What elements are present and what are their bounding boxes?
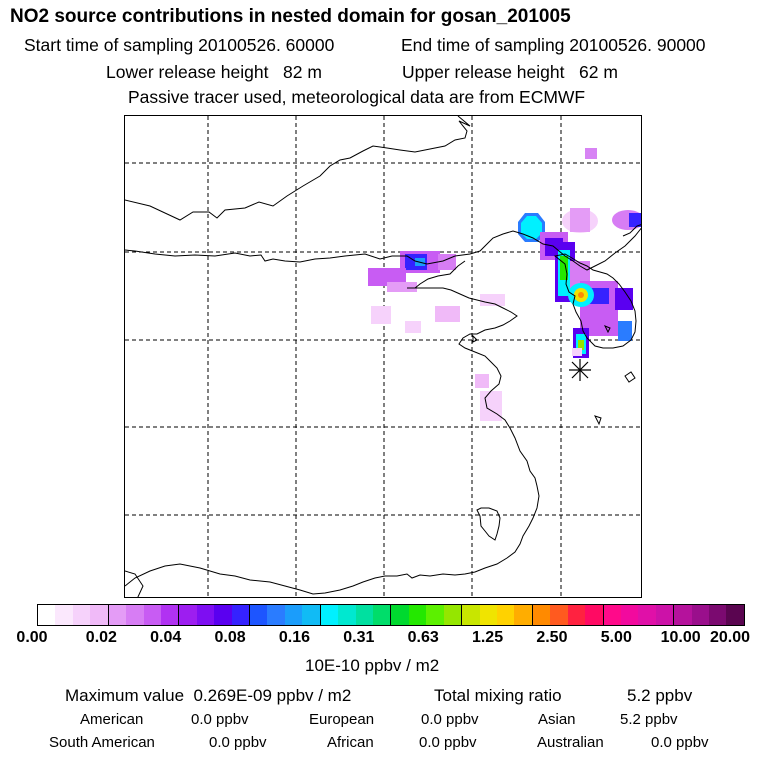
color-scale-segment bbox=[674, 605, 692, 625]
color-scale-tick-label: 0.31 bbox=[343, 629, 375, 646]
color-scale-segment bbox=[143, 605, 161, 625]
color-scale-segment bbox=[284, 605, 303, 625]
color-scale-segment bbox=[391, 605, 409, 625]
color-scale-segment bbox=[160, 605, 180, 625]
color-scale-tick-label: 1.25 bbox=[471, 629, 504, 646]
color-scale-segment bbox=[426, 605, 444, 625]
color-scale-segment bbox=[373, 605, 392, 625]
map-panel bbox=[124, 115, 642, 598]
region-value-south-american: 0.0 ppbv bbox=[209, 734, 267, 751]
color-scale-segment bbox=[514, 605, 533, 625]
color-scale-tick-label: 5.00 bbox=[600, 629, 632, 646]
total-mixing-ratio-label: Total mixing ratio bbox=[434, 686, 562, 705]
color-scale-segment bbox=[250, 605, 268, 625]
region-value-australian: 0.0 ppbv bbox=[651, 734, 709, 751]
color-scale-tick-label: 0.63 bbox=[407, 629, 439, 646]
color-scale-segment bbox=[603, 605, 621, 625]
color-scale-segment bbox=[726, 605, 744, 625]
color-scale-segment bbox=[585, 605, 604, 625]
coastlines bbox=[125, 116, 641, 597]
color-scale-segment bbox=[691, 605, 710, 625]
total-mixing-ratio-value: 5.2 ppbv bbox=[627, 686, 693, 705]
color-scale-segment bbox=[90, 605, 109, 625]
color-scale-segment bbox=[72, 605, 91, 625]
color-scale-tick-label: 20.00 bbox=[709, 629, 751, 646]
region-name-african: African bbox=[327, 734, 374, 751]
color-scale-segment bbox=[532, 605, 551, 625]
color-scale-tick-label: 2.50 bbox=[536, 629, 568, 646]
map-gridlines bbox=[125, 116, 641, 597]
color-scale-segment bbox=[620, 605, 639, 625]
color-scale-tick-label: 0.08 bbox=[214, 629, 246, 646]
colorbar-unit: 10E-10 ppbv / m2 bbox=[305, 656, 440, 675]
region-name-european: European bbox=[309, 711, 375, 728]
plot-title: NO2 source contributions in nested domai… bbox=[10, 6, 571, 27]
upper-release-height: Upper release height 62 m bbox=[402, 62, 618, 82]
max-value-label: Maximum value 0.269E-09 ppbv / m2 bbox=[65, 686, 352, 705]
color-scale-segment bbox=[231, 605, 251, 625]
color-scale-segment bbox=[408, 605, 427, 625]
concentration-field bbox=[368, 148, 641, 421]
color-scale-segment bbox=[709, 605, 727, 625]
color-scale-segment bbox=[302, 605, 321, 625]
color-scale-segment bbox=[196, 605, 215, 625]
color-scale-segment bbox=[338, 605, 356, 625]
color-scale-segment bbox=[638, 605, 656, 625]
region-name-australian: Australian bbox=[537, 734, 604, 751]
lower-release-height: Lower release height 82 m bbox=[106, 62, 322, 82]
color-scale-tick-label: 0.16 bbox=[278, 629, 311, 646]
color-scale-segment bbox=[267, 605, 285, 625]
color-scale-segment bbox=[214, 605, 232, 625]
color-scale-segment bbox=[179, 605, 197, 625]
color-scale-tick-label: 10.00 bbox=[660, 629, 701, 646]
region-name-south-american: South American bbox=[49, 734, 155, 751]
color-scale-segment bbox=[550, 605, 568, 625]
region-name-asian: Asian bbox=[538, 711, 576, 728]
color-scale-segment bbox=[355, 605, 374, 625]
color-scale-segment bbox=[496, 605, 515, 625]
region-value-african: 0.0 ppbv bbox=[419, 734, 477, 751]
color-scale-segment bbox=[126, 605, 144, 625]
region-value-american: 0.0 ppbv bbox=[191, 711, 249, 728]
region-value-european: 0.0 ppbv bbox=[421, 711, 479, 728]
color-scale-segment bbox=[320, 605, 339, 625]
color-scale-segment bbox=[479, 605, 497, 625]
color-scale-segment bbox=[655, 605, 675, 625]
color-scale-segment bbox=[55, 605, 73, 625]
color-scale-tick-label: 0.00 bbox=[16, 629, 48, 646]
region-name-american: American bbox=[80, 711, 144, 728]
tracer-note: Passive tracer used, meteorological data… bbox=[128, 87, 586, 107]
color-scale-segment bbox=[38, 605, 56, 625]
gosan-station-marker bbox=[569, 359, 591, 381]
color-scale-segment bbox=[462, 605, 480, 625]
color-scale-tick-label: 0.02 bbox=[85, 629, 117, 646]
region-value-asian: 5.2 ppbv bbox=[620, 711, 678, 728]
color-scale-tick-label: 0.04 bbox=[150, 629, 182, 646]
color-scale-segment bbox=[108, 605, 127, 625]
map-canvas bbox=[125, 116, 641, 597]
color-scale-segment bbox=[443, 605, 463, 625]
color-scale-segment bbox=[567, 605, 586, 625]
color-scale-bar bbox=[37, 604, 745, 626]
start-time-label: Start time of sampling 20100526. 60000 bbox=[24, 35, 335, 55]
end-time-label: End time of sampling 20100526. 90000 bbox=[401, 35, 706, 55]
